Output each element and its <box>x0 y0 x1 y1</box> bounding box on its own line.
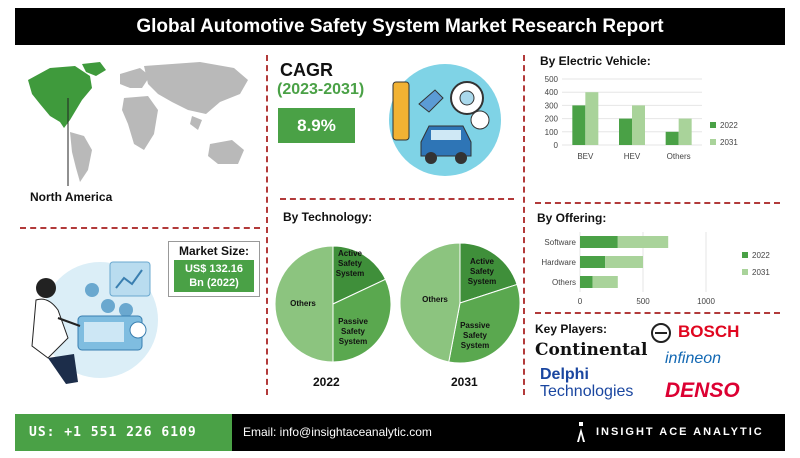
x-tick-label: 0 <box>578 297 583 306</box>
market-size-box: Market Size: US$ 132.16 Bn (2022) <box>168 241 260 297</box>
footer-brand: INSIGHT ACE ANALYTIC <box>596 426 764 438</box>
cagr-value: 8.9% <box>278 108 355 143</box>
bar <box>572 105 586 145</box>
pie-slice <box>459 242 518 304</box>
cagr-label: CAGR <box>280 60 333 80</box>
brand-logo-icon <box>577 422 585 442</box>
technology-pie-2031: Active Safety System Passive Safety System Oth… <box>399 242 521 364</box>
bar <box>678 118 692 145</box>
bar <box>580 276 593 288</box>
legend-swatch <box>710 122 716 128</box>
y-tick-label: 300 <box>545 101 559 110</box>
driver-illustration <box>31 261 158 384</box>
bar <box>617 236 669 248</box>
safety-car-illustration <box>389 64 501 176</box>
world-map <box>28 62 248 186</box>
offering-bar-chart: 0 500 1000 Software Hardware Others 2022 2031 <box>541 232 770 306</box>
bar <box>605 256 643 268</box>
pie-slice-label: Active Safety System <box>468 257 496 286</box>
bar <box>585 92 599 145</box>
pie-slice <box>275 245 334 363</box>
y-tick-label: 400 <box>545 88 559 97</box>
pie-slice-label: Others <box>290 299 316 308</box>
bar <box>580 256 606 268</box>
delphi-technologies-logo: Technologies <box>540 383 634 400</box>
footer-email[interactable]: Email: info@insightaceanalytic.com <box>243 425 432 439</box>
market-size-title: Market Size: <box>178 244 250 258</box>
x-tick-label: 500 <box>636 297 650 306</box>
bosch-logo: BOSCH <box>678 322 740 341</box>
pie-slice <box>332 245 387 305</box>
pie-slice <box>448 283 521 364</box>
bar <box>580 236 618 248</box>
infineon-logo: infineon <box>665 350 722 367</box>
legend-label: 2031 <box>720 138 738 147</box>
technology-pie-2022: Active Safety System Passive Safety System Oth… <box>275 245 391 363</box>
divider <box>523 55 525 395</box>
legend-label: 2022 <box>752 251 770 260</box>
x-tick-label: Others <box>667 152 691 161</box>
bar <box>592 276 618 288</box>
pie-slice <box>332 278 391 363</box>
y-tick-label: 200 <box>545 115 559 124</box>
delphi-logo: Delphi <box>540 366 589 383</box>
legend-swatch <box>710 139 716 145</box>
continental-logo: Continental <box>535 340 648 360</box>
by-ev-title: By Electric Vehicle: <box>540 54 651 68</box>
legend-label: 2031 <box>752 268 770 277</box>
pie-slice-label: Others <box>422 295 448 304</box>
cagr-period: (2023-2031) <box>277 81 365 98</box>
by-technology-title: By Technology: <box>283 210 373 224</box>
pie-year-2022: 2022 <box>313 375 340 389</box>
legend-label: 2022 <box>720 121 738 130</box>
pie-slice-label: Active Safety System <box>336 249 364 278</box>
pie-slice-label: Passive Safety System <box>338 317 368 346</box>
bar <box>665 131 679 145</box>
y-tick-label: 500 <box>545 75 559 84</box>
region-label: North America <box>30 190 113 204</box>
legend-swatch <box>742 252 748 258</box>
bosch-emblem-icon <box>651 323 671 343</box>
pie-slice-label: Passive Safety System <box>460 321 490 350</box>
x-tick-label: BEV <box>577 152 594 161</box>
footer-phone[interactable]: US: +1 551 226 6109 <box>15 414 232 451</box>
divider <box>535 312 780 314</box>
key-players-title: Key Players: <box>535 322 608 336</box>
y-tick-label: Others <box>552 278 576 287</box>
divider <box>20 227 260 229</box>
y-tick-label: 100 <box>545 128 559 137</box>
divider <box>266 55 268 395</box>
ev-bar-chart: 0 100 200 300 400 500 BEV HEV Others 2022 2031 <box>545 75 739 161</box>
divider <box>535 202 780 204</box>
market-size-value: US$ 132.16 Bn (2022) <box>174 260 254 292</box>
market-size-value-line1: US$ 132.16 <box>184 263 244 275</box>
x-tick-label: HEV <box>624 152 641 161</box>
y-tick-label: Hardware <box>541 258 576 267</box>
y-tick-label: Software <box>544 238 576 247</box>
bar <box>632 105 645 145</box>
divider <box>280 198 514 200</box>
x-tick-label: 1000 <box>697 297 715 306</box>
market-size-value-line2: Bn (2022) <box>189 277 239 289</box>
bar <box>619 118 632 145</box>
legend-swatch <box>742 269 748 275</box>
denso-logo: DENSO <box>665 379 740 402</box>
pie-slice <box>399 242 461 363</box>
report-title: Global Automotive Safety System Market R… <box>15 8 785 45</box>
y-tick-label: 0 <box>554 141 559 150</box>
by-offering-title: By Offering: <box>537 211 607 225</box>
pie-year-2031: 2031 <box>451 375 478 389</box>
